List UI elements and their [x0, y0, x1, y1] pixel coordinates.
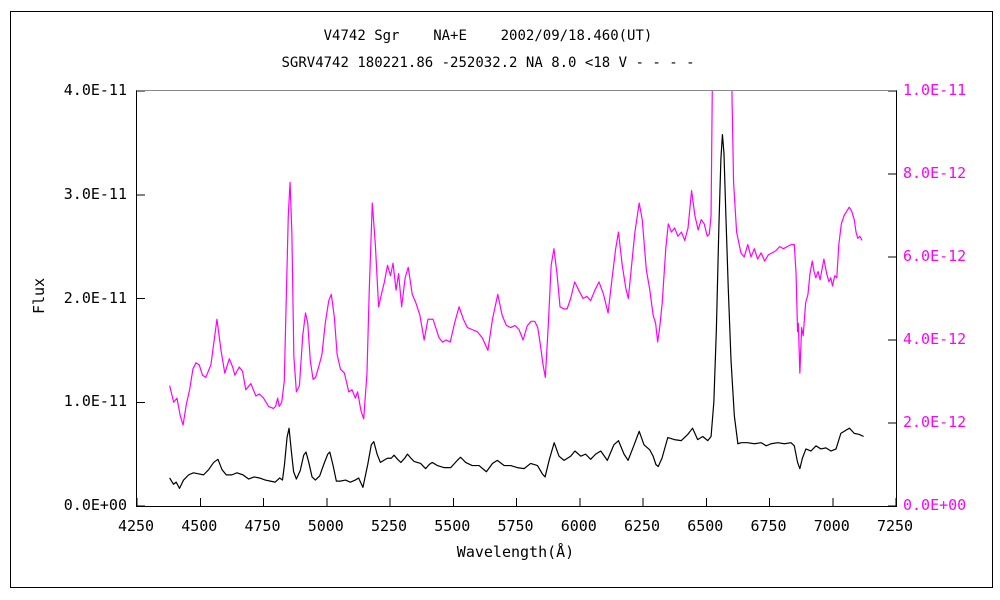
spectrum-magenta-right-axis [169, 91, 863, 426]
x-tick-label: 5250 [370, 517, 408, 535]
y-left-tick-label: 4.0E-11 [63, 81, 127, 99]
y-right-tick-label: 4.0E-12 [903, 330, 967, 348]
spectrum-plot [137, 91, 896, 506]
x-tick-label: 5000 [307, 517, 344, 535]
spectrum-black-left-axis [169, 133, 864, 489]
chart-title: V4742 Sgr NA+E 2002/09/18.460(UT) [323, 28, 653, 44]
x-axis-label-wavelength: Wavelength(Å) [456, 543, 575, 561]
y-right-tick-label: 2.0E-12 [903, 413, 967, 431]
y-right-tick-label: 8.0E-12 [903, 164, 967, 182]
y-left-tick-label: 2.0E-11 [63, 288, 127, 307]
x-tick-label: 4750 [244, 517, 281, 535]
x-tick-label: 6250 [623, 517, 661, 535]
x-tick-label: 6750 [750, 517, 787, 535]
x-tick-label: 7000 [813, 517, 850, 535]
y-left-tick-label: 3.0E-11 [63, 184, 127, 203]
y-right-tick-label: 6.0E-12 [903, 247, 967, 265]
x-tick-label: 4500 [181, 517, 218, 535]
x-tick-label: 7250 [876, 517, 914, 535]
x-tick-label: 4250 [117, 517, 155, 535]
y-left-tick-label: 1.0E-11 [63, 392, 127, 411]
x-tick-label: 6000 [560, 517, 597, 535]
x-tick-label: 5750 [497, 517, 534, 535]
x-tick-label: 6500 [687, 517, 724, 535]
y-left-tick-label: 0.0E+00 [63, 496, 127, 514]
y-right-tick-label: 1.0E-11 [903, 81, 967, 99]
x-tick-label: 5500 [434, 517, 471, 535]
chart-subtitle: SGRV4742 180221.86 -252032.2 NA 8.0 <18 … [281, 55, 695, 71]
y-right-tick-label: 0.0E+00 [903, 496, 967, 514]
plot-area [136, 90, 897, 507]
